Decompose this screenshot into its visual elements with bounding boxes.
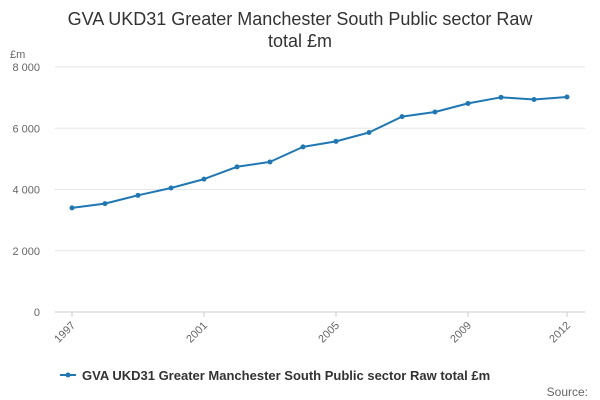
data-point[interactable] <box>234 164 240 170</box>
data-point[interactable] <box>69 205 75 211</box>
x-tick-label: 1997 <box>52 320 78 346</box>
plot-area <box>69 94 570 211</box>
x-tick-label: 2012 <box>547 320 573 346</box>
legend[interactable]: GVA UKD31 Greater Manchester South Publi… <box>60 368 490 383</box>
data-point[interactable] <box>531 96 537 102</box>
data-point[interactable] <box>432 109 438 115</box>
chart-title-line-2: total £m <box>268 31 332 51</box>
data-point[interactable] <box>267 159 273 165</box>
y-tick-label: 8 000 <box>12 62 40 74</box>
data-point[interactable] <box>564 94 570 100</box>
data-point[interactable] <box>300 144 306 150</box>
data-point[interactable] <box>366 130 372 136</box>
x-tick-label: 2005 <box>316 320 342 346</box>
y-tick-label: 4 000 <box>12 185 40 197</box>
legend-dot-marker <box>65 372 71 378</box>
legend-label: GVA UKD31 Greater Manchester South Publi… <box>82 368 490 383</box>
y-tick-label: 0 <box>34 307 40 319</box>
data-point[interactable] <box>201 176 207 182</box>
data-point[interactable] <box>333 138 339 144</box>
y-axis-ticks: 0 2 000 4 000 6 000 8 000 <box>12 62 40 319</box>
y-tick-label: 2 000 <box>12 246 40 258</box>
data-point[interactable] <box>168 185 174 191</box>
data-point[interactable] <box>102 201 108 207</box>
data-point[interactable] <box>498 94 504 100</box>
grid <box>55 66 585 313</box>
data-point[interactable] <box>399 114 405 120</box>
x-tick-label: 2009 <box>448 320 474 346</box>
x-axis-ticks: 1997 2001 2005 2009 2012 <box>52 312 573 345</box>
x-tick-label: 2001 <box>184 320 210 346</box>
data-point[interactable] <box>465 100 471 106</box>
y-tick-label: 6 000 <box>12 123 40 135</box>
chart-title: GVA UKD31 Greater Manchester South Publi… <box>68 9 534 51</box>
data-point[interactable] <box>135 192 141 198</box>
source-label[interactable]: Source: <box>547 385 588 399</box>
series-line <box>71 96 568 209</box>
y-unit-label: £m <box>10 49 25 61</box>
chart-title-line-1: GVA UKD31 Greater Manchester South Publi… <box>68 9 534 29</box>
